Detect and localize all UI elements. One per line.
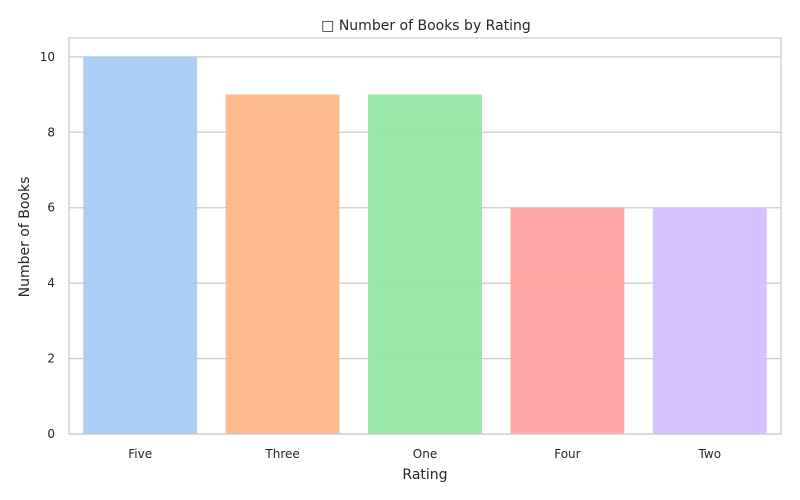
y-tick-label: 2 [47,352,55,366]
x-tick-label: Four [554,447,580,461]
x-tick-label: Five [128,447,152,461]
x-axis-label: Rating [402,467,447,483]
chart-title: □ Number of Books by Rating [321,18,531,34]
y-tick-label: 4 [47,276,55,290]
bars [83,56,767,435]
y-tick-label: 8 [47,125,55,139]
y-axis-label: Number of Books [17,177,33,298]
bar-one [368,94,482,435]
y-tick-label: 10 [40,50,55,64]
y-tick-label: 0 [47,427,55,441]
bar-two [652,207,767,434]
bar-four [510,207,625,434]
x-ticks: Five Three One Four Two [128,447,721,461]
plot-frame [68,37,782,435]
bar-five [83,56,198,434]
bar-three [225,94,340,435]
y-tick-label: 6 [47,201,55,215]
x-tick-label: Three [264,447,299,461]
x-tick-label: Two [698,447,722,461]
y-ticks: 0 2 4 6 8 10 [40,50,55,441]
x-tick-label: One [413,447,437,461]
